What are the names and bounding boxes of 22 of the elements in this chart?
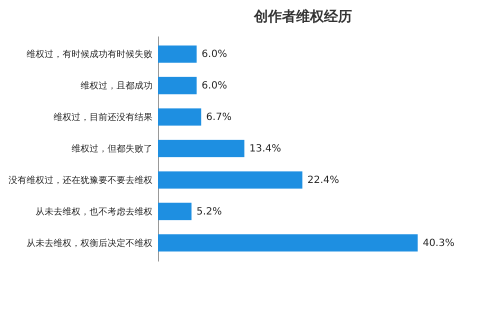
bar <box>158 76 197 94</box>
y-tick-label: 从未去维权，权衡后决定不维权 <box>26 238 152 249</box>
data-label: 6.7% <box>206 112 232 124</box>
bar <box>158 171 302 189</box>
y-tick-label: 维权过，且都成功 <box>80 80 152 92</box>
data-label: 22.4% <box>307 174 340 186</box>
data-label: 40.3% <box>422 238 454 249</box>
bar <box>158 45 197 63</box>
chart-title: 创作者维权经历 <box>253 8 352 25</box>
y-tick-label: 维权过，但都失败了 <box>72 144 152 154</box>
y-tick-label: 维权过，有时候成功有时候失败 <box>26 49 152 60</box>
data-label: 5.2% <box>196 206 222 218</box>
y-tick-label: 没有维权过，还在犹豫要不要去维权 <box>8 174 152 186</box>
data-label: 6.0% <box>202 49 228 60</box>
bar <box>158 234 418 252</box>
bar <box>158 140 244 158</box>
y-tick-label: 从未去维权，也不考虑去维权 <box>36 206 152 218</box>
y-tick-label: 维权过，目前还没有结果 <box>54 112 152 124</box>
bar <box>158 202 192 220</box>
bar <box>158 108 202 126</box>
data-label: 6.0% <box>202 80 228 92</box>
data-label: 13.4% <box>249 144 282 154</box>
